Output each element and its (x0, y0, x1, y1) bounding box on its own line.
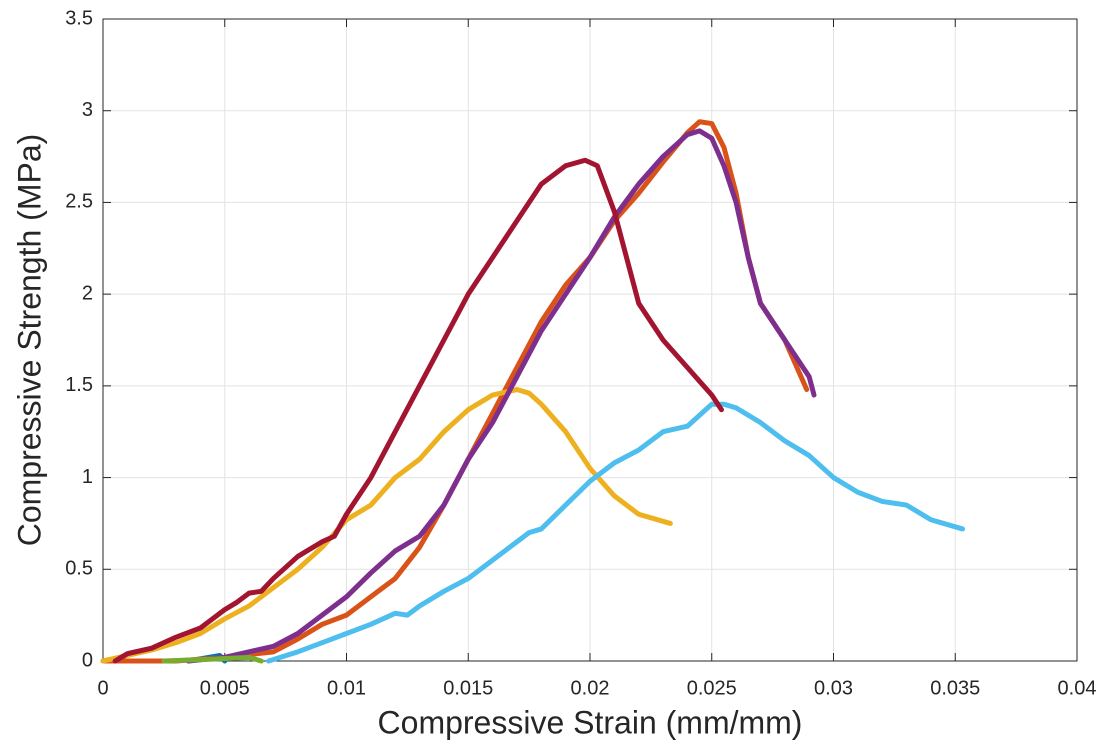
y-tick-label: 1 (82, 466, 93, 488)
x-tick-label: 0.04 (1058, 677, 1097, 699)
data-line (100, 387, 673, 664)
x-tick-label: 0.005 (200, 677, 250, 699)
y-tick-label: 0.5 (65, 558, 93, 580)
y-tick-label: 3 (82, 99, 93, 121)
y-tick-label: 0 (82, 649, 93, 671)
x-tick-label: 0.01 (327, 677, 366, 699)
y-axis-label: Compressive Strength (MPa) (11, 134, 47, 547)
y-tick-label: 1.5 (65, 374, 93, 396)
y-tick-label: 2.5 (65, 191, 93, 213)
x-tick-label: 0.035 (930, 677, 980, 699)
data-line (161, 654, 264, 664)
x-tick-label: 0 (97, 677, 108, 699)
plot-frame (102, 18, 1078, 662)
x-axis-label: Compressive Strain (mm/mm) (378, 704, 803, 740)
x-tick-label: 0.03 (814, 677, 853, 699)
data-line (112, 157, 724, 664)
data-line (185, 128, 817, 664)
x-tick-label: 0.025 (687, 677, 737, 699)
data-line (100, 119, 810, 664)
x-tick-label: 0.015 (443, 677, 493, 699)
y-tick-label: 3.5 (65, 7, 93, 29)
data-line (266, 401, 966, 664)
y-tick-label: 2 (82, 282, 93, 304)
x-tick-label: 0.02 (571, 677, 610, 699)
